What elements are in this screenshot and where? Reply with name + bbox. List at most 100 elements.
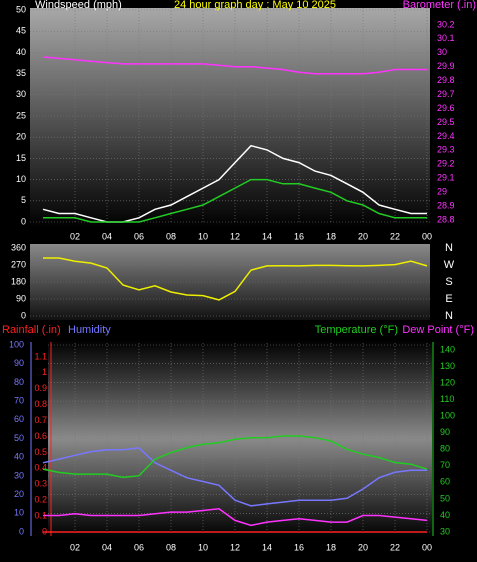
y2-tick-label: N xyxy=(445,242,453,254)
series-line xyxy=(42,435,428,479)
x-tick-label: 20 xyxy=(358,542,368,552)
y2-tick-label: 70 xyxy=(440,460,450,470)
y2-tick-label: 29.7 xyxy=(437,89,455,99)
y-tick-label: 80 xyxy=(14,377,24,387)
x-tick-label: 14 xyxy=(262,231,272,241)
y3-tick-label: 0.4 xyxy=(34,463,47,473)
y2-tick-label: N xyxy=(445,310,453,322)
x-tick-label: 16 xyxy=(294,542,304,552)
y2-tick-label: 130 xyxy=(440,361,455,371)
y2-tick-label: 110 xyxy=(440,394,454,404)
x-tick-label: 06 xyxy=(134,231,144,241)
series-name: Temperature (°F) xyxy=(315,324,398,336)
y2-tick-label: 30.2 xyxy=(437,19,455,29)
x-tick-label: 18 xyxy=(326,231,336,241)
y-tick-label: 0 xyxy=(21,216,26,226)
series-name: Humidity xyxy=(68,324,111,336)
y-tick-label: 100 xyxy=(9,339,24,349)
y2-tick-label: 29.1 xyxy=(437,173,455,183)
x-tick-label: 02 xyxy=(70,542,80,552)
y-tick-label: 5 xyxy=(21,195,26,205)
y-tick-label: 50 xyxy=(16,4,26,14)
y-tick-label: 0 xyxy=(19,526,24,536)
y3-tick-label: 0.7 xyxy=(34,415,47,425)
y2-tick-label: 29.3 xyxy=(437,145,455,155)
series-name: Rainfall (.in) xyxy=(2,324,61,336)
y3-tick-label: 0.6 xyxy=(34,431,47,441)
x-tick-label: 12 xyxy=(230,542,240,552)
x-tick-label: 04 xyxy=(102,542,112,552)
y3-tick-label: 0.8 xyxy=(34,399,47,409)
y-tick-label: 270 xyxy=(11,259,26,269)
y-tick-label: 70 xyxy=(14,395,24,405)
y2-tick-label: 90 xyxy=(440,427,450,437)
x-tick-label: 22 xyxy=(390,542,400,552)
x-tick-label: 14 xyxy=(262,542,272,552)
y-tick-label: 20 xyxy=(14,489,24,499)
y-tick-label: 40 xyxy=(16,47,26,57)
y2-tick-label: 29.6 xyxy=(437,103,455,113)
x-tick-label: 06 xyxy=(134,542,144,552)
y-tick-label: 45 xyxy=(16,26,26,36)
y2-tick-label: 29.4 xyxy=(437,131,455,141)
x-tick-label: 04 xyxy=(102,231,112,241)
x-tick-label: 20 xyxy=(358,231,368,241)
y2-tick-label: 29.2 xyxy=(437,159,455,169)
y3-tick-label: 0.2 xyxy=(34,495,47,505)
y-tick-label: 90 xyxy=(14,358,24,368)
wind-label: Windspeed (mph) xyxy=(35,0,122,11)
y-tick-label: 0 xyxy=(21,310,26,320)
y2-tick-label: 50 xyxy=(440,493,450,503)
y-tick-label: 10 xyxy=(16,174,26,184)
series-line xyxy=(42,56,427,75)
y2-tick-label: 29.5 xyxy=(437,117,455,127)
y-tick-label: 40 xyxy=(14,452,24,462)
y-tick-label: 360 xyxy=(11,242,26,252)
x-tick-label: 00 xyxy=(422,542,432,552)
y-tick-label: 180 xyxy=(11,276,26,286)
y3-tick-label: 0.3 xyxy=(34,479,47,489)
y2-tick-label: 100 xyxy=(440,411,455,421)
x-tick-label: 12 xyxy=(230,231,240,241)
chart-title: 24 hour graph day : May 10 2025 xyxy=(174,0,336,11)
y2-tick-label: 29 xyxy=(437,187,447,197)
y3-tick-label: 1 xyxy=(42,367,47,377)
series-line xyxy=(42,447,427,507)
y-tick-label: 15 xyxy=(16,153,26,163)
y-tick-label: 50 xyxy=(14,433,24,443)
x-tick-label: 02 xyxy=(70,231,80,241)
series-name: Dew Point (°F) xyxy=(402,324,474,336)
y-tick-label: 25 xyxy=(16,110,26,120)
y3-tick-label: 1.1 xyxy=(34,351,47,361)
y2-tick-label: 28.9 xyxy=(437,200,455,210)
y2-tick-label: 30 xyxy=(437,47,447,57)
x-tick-label: 08 xyxy=(166,542,176,552)
y2-tick-label: 80 xyxy=(440,444,450,454)
x-tick-label: 18 xyxy=(326,542,336,552)
series-line xyxy=(43,257,428,301)
y-tick-label: 10 xyxy=(14,508,24,518)
x-tick-label: 10 xyxy=(198,231,208,241)
y2-tick-label: W xyxy=(444,259,455,271)
y2-tick-label: S xyxy=(445,276,452,288)
y-tick-label: 90 xyxy=(16,293,26,303)
y2-tick-label: E xyxy=(445,293,452,305)
y3-tick-label: 0.5 xyxy=(34,447,47,457)
y3-tick-label: 0.9 xyxy=(34,383,47,393)
y-tick-label: 35 xyxy=(16,68,26,78)
y2-tick-label: 30 xyxy=(440,526,450,536)
y2-tick-label: 30.1 xyxy=(437,33,455,43)
y3-tick-label: 0.1 xyxy=(34,510,47,520)
barometer-label: Barometer (.in) xyxy=(403,0,476,11)
y2-tick-label: 40 xyxy=(440,510,450,520)
x-tick-label: 16 xyxy=(294,231,304,241)
x-tick-label: 10 xyxy=(198,542,208,552)
y2-tick-label: 60 xyxy=(440,477,450,487)
y2-tick-label: 29.8 xyxy=(437,75,455,85)
x-tick-label: 22 xyxy=(390,231,400,241)
y-tick-label: 20 xyxy=(16,132,26,142)
y-tick-label: 30 xyxy=(16,89,26,99)
y2-tick-label: 28.8 xyxy=(437,214,455,224)
y2-tick-label: 140 xyxy=(440,344,455,354)
